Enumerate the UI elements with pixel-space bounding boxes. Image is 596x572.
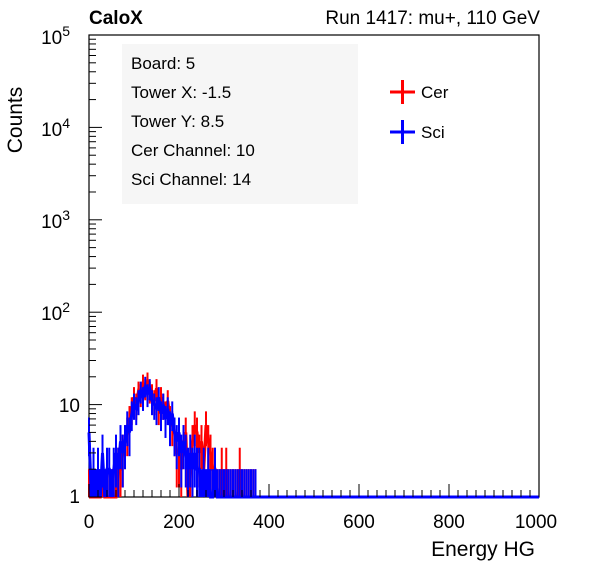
x-tick-label: 200 <box>163 512 195 533</box>
series-cer <box>88 372 539 499</box>
header-right-label: Run 1417: mu+, 110 GeV <box>325 8 540 29</box>
header-left-label: CaloX <box>89 8 143 29</box>
x-tick-label: 0 <box>84 512 95 533</box>
y-tick-label: 1 <box>69 487 80 508</box>
series-line-sci <box>87 382 539 499</box>
legend: Cer Sci <box>390 80 449 144</box>
info-cer-channel: Cer Channel: 10 <box>131 141 255 160</box>
series-layer <box>87 372 539 499</box>
info-sci-channel: Sci Channel: 14 <box>131 170 252 189</box>
x-tick-label: 600 <box>343 512 375 533</box>
y-axis-title: Counts <box>4 87 27 154</box>
x-axis-title: Energy HG <box>431 538 535 561</box>
legend-label-cer: Cer <box>421 83 449 102</box>
info-tower-y: Tower Y: 8.5 <box>131 112 225 131</box>
x-tick-label: 400 <box>253 512 285 533</box>
y-tick-label: 10 <box>59 396 80 417</box>
info-board: Board: 5 <box>131 54 196 73</box>
y-tick-label: 105 <box>41 23 70 49</box>
x-axis-ticks <box>88 484 540 497</box>
info-box: Board: 5 Tower X: -1.5 Tower Y: 8.5 Cer … <box>122 44 358 204</box>
legend-label-sci: Sci <box>421 123 445 142</box>
y-axis-ticks <box>89 34 102 498</box>
series-sci <box>87 376 539 499</box>
x-tick-label: 800 <box>433 512 465 533</box>
x-tick-label: 1000 <box>515 512 557 533</box>
y-tick-label: 104 <box>41 115 70 141</box>
info-tower-x: Tower X: -1.5 <box>131 83 232 102</box>
y-tick-label: 102 <box>41 299 70 325</box>
y-tick-label: 103 <box>41 207 70 233</box>
